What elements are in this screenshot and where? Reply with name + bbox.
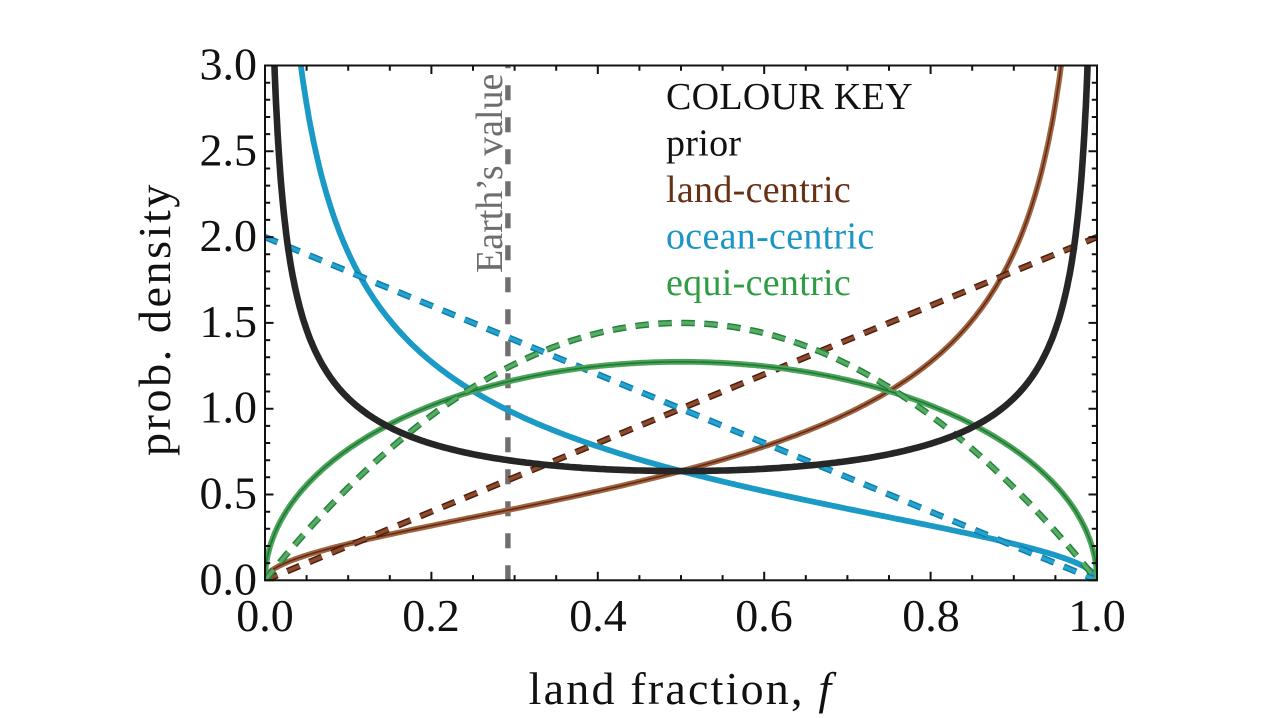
svg-text:equi-centric: equi-centric	[666, 262, 851, 304]
svg-text:0.8: 0.8	[902, 590, 960, 641]
svg-text:prob. density: prob. density	[129, 182, 180, 456]
svg-text:ocean-centric: ocean-centric	[666, 216, 875, 258]
svg-text:0.2: 0.2	[402, 590, 460, 641]
svg-text:1.0: 1.0	[1068, 590, 1126, 641]
svg-text:0.4: 0.4	[569, 590, 627, 641]
svg-text:0.0: 0.0	[200, 553, 258, 604]
svg-text:0.5: 0.5	[200, 468, 258, 519]
svg-text:0.0: 0.0	[236, 590, 294, 641]
svg-text:Earth’s value: Earth’s value	[469, 74, 511, 273]
svg-text:COLOUR KEY: COLOUR KEY	[666, 76, 913, 118]
svg-text:1.0: 1.0	[200, 382, 258, 433]
svg-text:land fraction, f: land fraction, f	[529, 663, 838, 714]
svg-text:0.6: 0.6	[735, 590, 793, 641]
svg-text:2.0: 2.0	[200, 210, 258, 261]
svg-text:land-centric: land-centric	[666, 169, 851, 211]
svg-text:2.5: 2.5	[200, 124, 258, 175]
svg-text:3.0: 3.0	[200, 39, 258, 90]
svg-text:1.5: 1.5	[200, 296, 258, 347]
svg-text:prior: prior	[666, 123, 741, 165]
